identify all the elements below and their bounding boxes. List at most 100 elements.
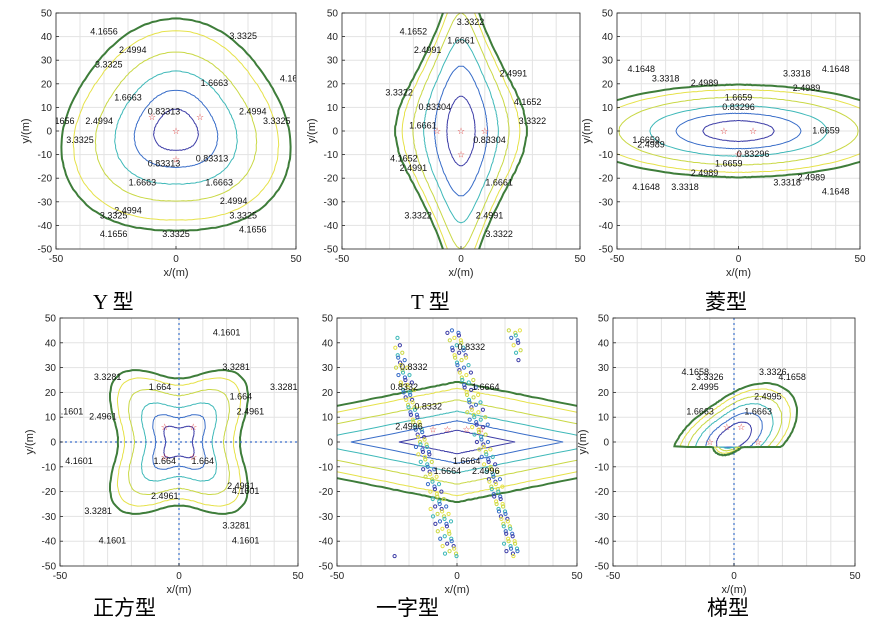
sensor-marker: ☆ bbox=[720, 127, 728, 137]
contour-label: 3.3281 bbox=[84, 506, 112, 516]
noise-marker bbox=[471, 377, 476, 383]
contour-line-3 bbox=[128, 389, 230, 495]
noise-marker bbox=[440, 544, 445, 549]
noise-marker bbox=[407, 390, 412, 395]
y-tick-label: -40 bbox=[595, 537, 610, 548]
contour-label: 3.3281 bbox=[222, 521, 250, 531]
contour-label: 4.1656 bbox=[280, 73, 308, 83]
contour-line-1 bbox=[133, 89, 219, 169]
sensor-marker: ☆ bbox=[148, 113, 156, 123]
y-tick-label: -50 bbox=[324, 245, 339, 256]
noise-marker bbox=[464, 390, 469, 395]
noise-marker bbox=[405, 382, 410, 388]
noise-marker bbox=[487, 479, 492, 484]
contour-line-3 bbox=[94, 51, 258, 202]
contour-label: 0.8332 bbox=[400, 362, 428, 372]
contour-label: 4.1601 bbox=[232, 486, 260, 496]
noise-marker bbox=[438, 536, 443, 541]
noise-marker bbox=[406, 405, 411, 410]
contour-label: 1.664 bbox=[192, 456, 215, 466]
noise-marker bbox=[503, 529, 508, 534]
y-axis-label: y/(m) bbox=[577, 429, 589, 454]
noise-marker bbox=[410, 400, 415, 405]
noise-marker bbox=[476, 410, 481, 415]
noise-marker bbox=[407, 372, 412, 378]
noise-marker bbox=[444, 504, 449, 509]
contour-label: 0.83313 bbox=[148, 106, 181, 116]
y-tick-label: -30 bbox=[38, 197, 53, 208]
noise-marker bbox=[477, 447, 482, 452]
noise-marker bbox=[445, 330, 450, 335]
noise-marker bbox=[401, 390, 406, 395]
contour-line-2 bbox=[649, 105, 828, 157]
noise-marker bbox=[514, 546, 520, 551]
noise-marker bbox=[490, 472, 496, 477]
sensor-marker: ☆ bbox=[172, 155, 180, 165]
noise-marker bbox=[420, 447, 425, 452]
noise-marker bbox=[430, 514, 436, 519]
y-tick-label: 30 bbox=[41, 56, 53, 67]
contour-label: 0.83296 bbox=[722, 102, 755, 112]
noise-marker bbox=[424, 444, 430, 450]
chart-panel-0: 0.83313 0.83313 0.83313 1.6663 1.6663 1.6663 1… bbox=[20, 9, 308, 280]
y-tick-label: -20 bbox=[595, 487, 610, 498]
contour-label: 4.1648 bbox=[822, 64, 850, 74]
contour-label: 3.3325 bbox=[162, 229, 190, 239]
noise-marker bbox=[493, 479, 498, 484]
y-tick-label: 0 bbox=[50, 438, 56, 449]
noise-marker bbox=[434, 474, 439, 479]
noise-marker bbox=[449, 328, 455, 333]
chart-panel-4: 0.83320.83320.83320.83321.66641.66641.66… bbox=[319, 314, 583, 597]
sensor-marker: ☆ bbox=[737, 423, 745, 433]
noise-marker bbox=[398, 360, 403, 365]
noise-marker bbox=[447, 549, 452, 554]
noise-marker bbox=[470, 425, 475, 430]
contour-line-1 bbox=[433, 65, 489, 197]
x-tick-label: 0 bbox=[736, 254, 742, 265]
noise-marker bbox=[449, 536, 454, 541]
caption-line: 一字型 bbox=[376, 596, 439, 620]
noise-marker bbox=[437, 519, 443, 524]
y-tick-label: -40 bbox=[324, 221, 339, 232]
noise-marker bbox=[396, 355, 401, 360]
noise-marker bbox=[476, 392, 481, 397]
noise-marker bbox=[422, 434, 427, 440]
noise-marker bbox=[469, 405, 474, 410]
noise-marker bbox=[469, 407, 474, 412]
noise-marker bbox=[461, 365, 467, 370]
noise-marker bbox=[418, 442, 423, 447]
contour-label: 2.4989 bbox=[798, 173, 826, 183]
noise-marker bbox=[403, 377, 408, 383]
noise-marker bbox=[513, 333, 518, 338]
noise-marker bbox=[488, 447, 493, 452]
y-tick-label: -20 bbox=[42, 487, 57, 498]
noise-marker bbox=[458, 338, 463, 343]
y-tick-label: 30 bbox=[598, 363, 610, 374]
noise-marker bbox=[489, 484, 494, 489]
noise-marker bbox=[413, 444, 419, 450]
noise-marker bbox=[463, 353, 468, 358]
noise-marker bbox=[423, 474, 428, 479]
contour-label: 4.1658 bbox=[682, 367, 710, 377]
noise-marker bbox=[484, 469, 489, 474]
contour-line-4 bbox=[679, 388, 791, 454]
contour-label: 1.664 bbox=[153, 456, 176, 466]
x-tick-label: -50 bbox=[49, 254, 64, 265]
y-tick-label: 20 bbox=[598, 388, 610, 399]
noise-marker bbox=[457, 370, 462, 375]
noise-marker bbox=[500, 501, 505, 507]
noise-marker bbox=[429, 477, 435, 482]
noise-marker bbox=[483, 449, 488, 455]
y-tick-label: -20 bbox=[599, 174, 614, 185]
y-tick-label: -30 bbox=[324, 197, 339, 208]
contour-label: 4.1652 bbox=[390, 154, 418, 164]
y-tick-label: -40 bbox=[38, 221, 53, 232]
noise-marker bbox=[435, 529, 440, 534]
noise-marker bbox=[396, 372, 401, 378]
y-tick-label: -40 bbox=[319, 537, 334, 548]
contour-label: 3.3318 bbox=[671, 182, 699, 192]
noise-marker bbox=[493, 482, 498, 487]
contour-label: 3.3322 bbox=[519, 116, 547, 126]
contour-label: 3.3325 bbox=[263, 116, 291, 126]
